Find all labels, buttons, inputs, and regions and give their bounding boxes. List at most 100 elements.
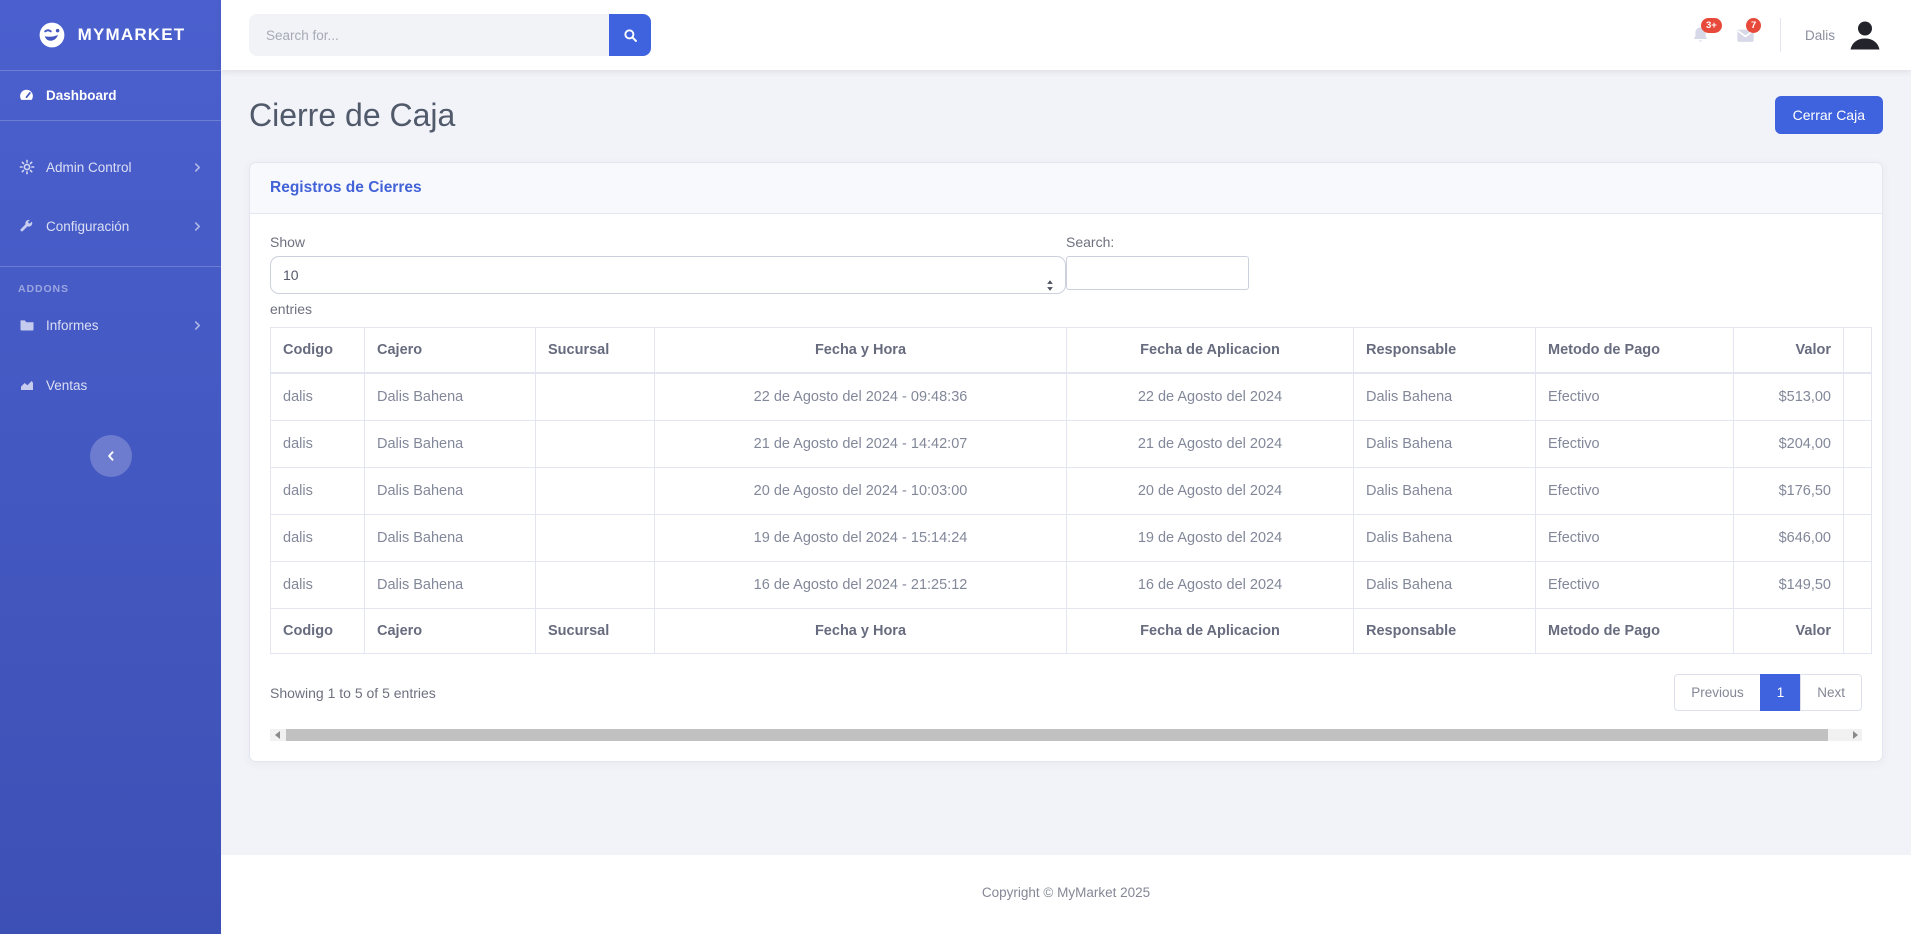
page-length-select[interactable]: 10 (270, 256, 1066, 294)
table-body: dalis Dalis Bahena 22 de Agosto del 2024 -… (270, 372, 1872, 609)
table-row: dalis Dalis Bahena 20 de Agosto del 2024 -… (270, 467, 1872, 515)
card-body: Show 10 (250, 214, 1882, 761)
scrollbar-thumb[interactable] (286, 729, 1828, 741)
table-row: dalis Dalis Bahena 16 de Agosto del 2024 -… (270, 561, 1872, 609)
horizontal-scrollbar (270, 729, 1862, 741)
column-header[interactable]: Fecha de Aplicacion (1066, 327, 1354, 374)
topbar-right: 3+ 7 Dalis (1690, 17, 1883, 53)
gear-icon (18, 159, 35, 175)
page-content: Cierre de Caja Cerrar Caja Registros de … (221, 70, 1911, 855)
sidebar-item-configuracion[interactable]: Configuración (0, 203, 221, 250)
sidebar-item-label: Configuración (46, 219, 130, 234)
sidebar-item-label: Dashboard (46, 88, 117, 103)
user-name: Dalis (1804, 27, 1835, 43)
table-cell: dalis (270, 561, 365, 609)
sidebar-item-label: Admin Control (46, 159, 132, 175)
card-title: Registros de Cierres (250, 163, 1882, 214)
sidebar-collapse-button[interactable] (89, 435, 132, 477)
show-label: Show (270, 234, 306, 250)
topbar-search-input[interactable] (249, 14, 609, 56)
sidebar-divider (0, 70, 221, 71)
chevron-left-icon (105, 450, 117, 462)
table-cell: 16 de Agosto del 2024 (1066, 561, 1354, 609)
table-cell: Efectivo (1535, 372, 1734, 421)
table-cell: Dalis Bahena (364, 372, 536, 421)
gauge-icon (18, 87, 35, 104)
table-cell: 22 de Agosto del 2024 (1066, 372, 1354, 421)
datatable-controls: Show 10 (270, 234, 1862, 317)
page-title: Cierre de Caja (249, 96, 456, 133)
column-header[interactable]: Fecha y Hora (654, 327, 1067, 374)
column-header[interactable]: Cajero (364, 327, 536, 374)
column-header[interactable]: Metodo de Pago (1535, 608, 1734, 654)
chevron-right-icon (192, 320, 203, 331)
brand[interactable]: MYMARKET (0, 0, 221, 70)
triangle-left-icon (274, 731, 280, 739)
sidebar-divider (0, 266, 221, 267)
alerts-button[interactable]: 3+ (1690, 17, 1722, 46)
sidebar-item-ventas[interactable]: Ventas (0, 361, 221, 409)
page-footer: Copyright © MyMarket 2025 (221, 855, 1911, 934)
pagination-previous-button[interactable]: Previous (1674, 674, 1761, 711)
table-cell: Dalis Bahena (364, 467, 536, 515)
table-cell: 21 de Agosto del 2024 - 14:42:07 (654, 420, 1067, 468)
sidebar-item-admin-control[interactable]: Admin Control (0, 143, 221, 191)
entries-label: entries (270, 301, 313, 317)
table-cell: 21 de Agosto del 2024 (1066, 420, 1354, 468)
table-cell (1843, 514, 1872, 562)
table-cell (1843, 561, 1872, 609)
table-cell: 22 de Agosto del 2024 - 09:48:36 (654, 372, 1067, 421)
user-menu[interactable]: Dalis (1805, 17, 1883, 53)
table-cell (535, 561, 655, 609)
table-cell: 19 de Agosto del 2024 (1066, 514, 1354, 562)
folder-icon (18, 317, 35, 333)
sidebar-item-label: Ventas (46, 377, 88, 393)
cerrar-caja-button[interactable]: Cerrar Caja (1774, 96, 1883, 134)
column-header[interactable]: Sucursal (535, 327, 655, 374)
column-header[interactable]: Sucursal (535, 608, 655, 654)
table-cell (1843, 467, 1872, 515)
table-search-input[interactable] (1066, 256, 1249, 290)
table-cell: 19 de Agosto del 2024 - 15:14:24 (654, 514, 1067, 562)
table-cell: Dalis Bahena (1353, 514, 1536, 562)
column-header[interactable]: Codigo (270, 327, 365, 374)
messages-button[interactable]: 7 (1735, 17, 1762, 46)
column-header[interactable]: Responsable (1353, 327, 1536, 374)
scroll-left-arrow[interactable] (270, 729, 284, 741)
column-header[interactable]: Valor (1733, 327, 1844, 374)
table-head: Codigo Cajero Sucursal Fecha y Hora Fecha de… (270, 327, 1872, 374)
scrollbar-track[interactable] (284, 729, 1848, 741)
chart-area-icon (18, 377, 35, 393)
search-button[interactable] (609, 14, 651, 56)
alerts-badge: 3+ (1700, 17, 1722, 33)
sidebar-section-heading: ADDONS (18, 283, 69, 295)
table-cell: Efectivo (1535, 561, 1734, 609)
table-cell: Dalis Bahena (1353, 467, 1536, 515)
scroll-right-arrow[interactable] (1848, 729, 1862, 741)
table-row: dalis Dalis Bahena 21 de Agosto del 2024 -… (270, 420, 1872, 468)
sidebar-item-dashboard[interactable]: Dashboard (0, 71, 221, 120)
brand-name: MYMARKET (77, 25, 186, 44)
table-cell: Dalis Bahena (1353, 420, 1536, 468)
column-header[interactable]: Fecha de Aplicacion (1066, 608, 1354, 654)
column-header[interactable]: Codigo (270, 608, 365, 654)
table-cell: dalis (270, 467, 365, 515)
column-header[interactable]: Valor (1733, 608, 1844, 654)
column-header[interactable]: Cajero (364, 608, 536, 654)
column-header[interactable] (1843, 608, 1872, 654)
table-cell: $176,50 (1733, 467, 1844, 515)
column-header[interactable]: Fecha y Hora (654, 608, 1067, 654)
registros-card: Registros de Cierres Show 10 (249, 162, 1883, 762)
pagination-page-1-button[interactable]: 1 (1759, 674, 1802, 711)
sidebar: MYMARKET Dashboard (0, 0, 221, 934)
column-header[interactable]: Responsable (1353, 608, 1536, 654)
sidebar-item-informes[interactable]: Informes (0, 301, 221, 349)
pagination-next-button[interactable]: Next (1800, 674, 1862, 711)
table-info: Showing 1 to 5 of 5 entries (270, 684, 436, 701)
column-header[interactable] (1843, 327, 1872, 374)
table-cell: $646,00 (1733, 514, 1844, 562)
table-footer-row: Codigo Cajero Sucursal Fecha y Hora Fecha de… (270, 608, 1872, 654)
table-cell: Efectivo (1535, 514, 1734, 562)
table-search-label: Search: (1066, 234, 1115, 250)
column-header[interactable]: Metodo de Pago (1535, 327, 1734, 374)
